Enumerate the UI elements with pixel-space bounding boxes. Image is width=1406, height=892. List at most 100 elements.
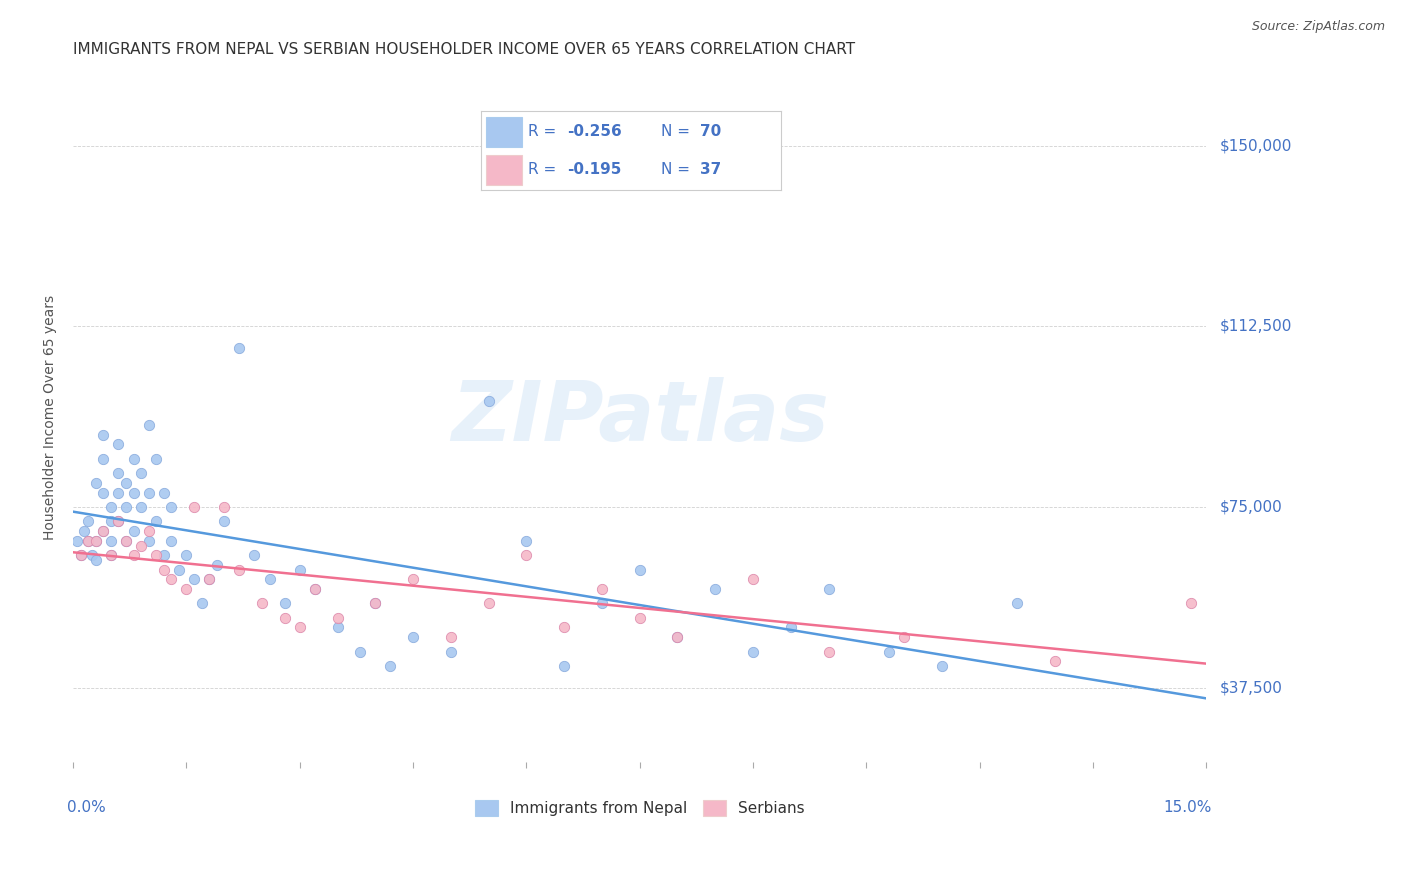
Point: [817, 582, 839, 596]
Point: [138, 485, 160, 500]
Point: [160, 533, 183, 548]
Point: [402, 572, 425, 586]
Text: ZIPatlas: ZIPatlas: [451, 377, 828, 458]
Point: [100, 515, 122, 529]
Point: [115, 533, 138, 548]
Point: [1180, 596, 1202, 610]
Point: [380, 659, 402, 673]
Point: [129, 467, 152, 481]
Point: [160, 500, 183, 514]
Point: [198, 572, 221, 586]
Point: [304, 582, 326, 596]
Point: [152, 485, 174, 500]
Point: [553, 659, 575, 673]
Point: [198, 572, 221, 586]
Text: $112,500: $112,500: [1220, 318, 1292, 334]
Point: [107, 515, 129, 529]
Legend: Immigrants from Nepal, Serbians: Immigrants from Nepal, Serbians: [467, 792, 813, 823]
Point: [91, 524, 114, 538]
Text: $150,000: $150,000: [1220, 138, 1292, 153]
Text: 15.0%: 15.0%: [1164, 800, 1212, 815]
Point: [91, 524, 114, 538]
Point: [288, 620, 311, 634]
Point: [122, 524, 145, 538]
Point: [100, 548, 122, 562]
Point: [152, 548, 174, 562]
Text: $37,500: $37,500: [1220, 681, 1284, 695]
Point: [122, 485, 145, 500]
Point: [69, 548, 91, 562]
Point: [122, 451, 145, 466]
Point: [666, 630, 689, 644]
Point: [212, 500, 235, 514]
Point: [167, 563, 190, 577]
Text: Source: ZipAtlas.com: Source: ZipAtlas.com: [1251, 20, 1385, 33]
Point: [259, 572, 281, 586]
Point: [628, 611, 651, 625]
Point: [100, 500, 122, 514]
Y-axis label: Householder Income Over 65 years: Householder Income Over 65 years: [44, 295, 58, 541]
Point: [183, 572, 205, 586]
Point: [779, 620, 801, 634]
Point: [704, 582, 727, 596]
Point: [364, 596, 387, 610]
Point: [91, 451, 114, 466]
Point: [440, 644, 463, 658]
Point: [84, 533, 107, 548]
Point: [152, 563, 174, 577]
Point: [100, 548, 122, 562]
Point: [205, 558, 228, 572]
Point: [553, 620, 575, 634]
Point: [591, 596, 613, 610]
Point: [1045, 654, 1067, 668]
Point: [478, 596, 501, 610]
Point: [515, 533, 537, 548]
Point: [69, 548, 91, 562]
Point: [77, 533, 100, 548]
Point: [160, 572, 183, 586]
Point: [145, 515, 167, 529]
Point: [931, 659, 953, 673]
Point: [515, 548, 537, 562]
Point: [129, 539, 152, 553]
Point: [107, 515, 129, 529]
Point: [742, 572, 765, 586]
Point: [145, 451, 167, 466]
Point: [115, 533, 138, 548]
Point: [84, 553, 107, 567]
Point: [364, 596, 387, 610]
Point: [77, 515, 100, 529]
Point: [273, 596, 295, 610]
Point: [145, 548, 167, 562]
Point: [100, 533, 122, 548]
Text: $75,000: $75,000: [1220, 500, 1282, 515]
Point: [176, 582, 198, 596]
Point: [742, 644, 765, 658]
Point: [80, 548, 103, 562]
Point: [304, 582, 326, 596]
Text: 0.0%: 0.0%: [67, 800, 107, 815]
Point: [84, 533, 107, 548]
Point: [91, 427, 114, 442]
Point: [190, 596, 212, 610]
Point: [440, 630, 463, 644]
Text: IMMIGRANTS FROM NEPAL VS SERBIAN HOUSEHOLDER INCOME OVER 65 YEARS CORRELATION CH: IMMIGRANTS FROM NEPAL VS SERBIAN HOUSEHO…: [73, 42, 855, 57]
Point: [326, 620, 349, 634]
Point: [893, 630, 915, 644]
Point: [66, 533, 89, 548]
Point: [138, 418, 160, 433]
Point: [591, 582, 613, 596]
Point: [107, 437, 129, 451]
Point: [228, 563, 250, 577]
Point: [877, 644, 900, 658]
Point: [402, 630, 425, 644]
Point: [183, 500, 205, 514]
Point: [243, 548, 266, 562]
Point: [107, 467, 129, 481]
Point: [138, 533, 160, 548]
Point: [115, 475, 138, 490]
Point: [478, 393, 501, 408]
Point: [228, 341, 250, 355]
Point: [349, 644, 371, 658]
Point: [73, 524, 96, 538]
